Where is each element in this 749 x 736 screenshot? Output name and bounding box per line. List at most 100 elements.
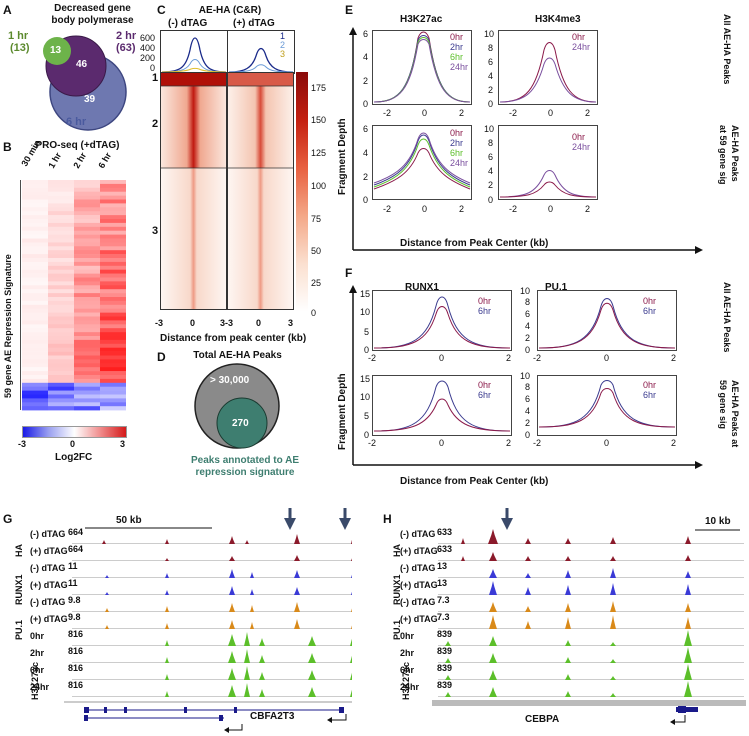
heatmap-cell (74, 258, 100, 263)
panel-c-cb-25: 25 (311, 278, 322, 288)
heatmap-cell (100, 261, 126, 267)
heatmap-cell (74, 219, 100, 224)
heatmap-cell (48, 308, 74, 313)
track-scale-value: 664 (68, 544, 84, 554)
heatmap-cell (48, 312, 74, 317)
heatmap-cell (74, 246, 100, 251)
heatmap-cell (22, 359, 48, 364)
panel-c-cluster-1: 1 (152, 72, 159, 84)
heatmap-cell (100, 246, 126, 251)
heatmap-cell (100, 328, 126, 333)
heatmap-cell (22, 195, 48, 200)
heatmap-cell (74, 273, 100, 278)
heatmap-cell (100, 355, 126, 360)
e-b-y0: 0 (488, 99, 494, 109)
panel-b-ylabel: 59 gene AE Repression Signature (3, 254, 13, 398)
venn-6hr-label: 6 hr (66, 116, 87, 128)
track-scale-value: 7.3 (437, 595, 450, 605)
heatmap-cell (100, 304, 126, 309)
heatmap-cell (48, 406, 74, 411)
heatmap-cell (100, 281, 126, 286)
heatmap-cell (22, 238, 48, 243)
panel-b-cb-min: -3 (18, 439, 27, 449)
heatmap-cell (74, 394, 100, 399)
e-a-leg-2: 2hr (450, 42, 464, 52)
track-signal (438, 681, 744, 697)
heatmap-cell (22, 285, 48, 290)
heatmap-cell (22, 339, 48, 345)
heatmap-cell (74, 195, 100, 200)
heatmap-cell (100, 371, 126, 376)
heatmap-cell (100, 195, 126, 200)
track-signal (72, 619, 352, 629)
track-label: 2hr (30, 648, 45, 658)
heatmap-cell (100, 289, 126, 294)
track-label: (-) dTAG (400, 563, 436, 573)
panel-e-row2-1: AE-HA Peaks (730, 125, 740, 182)
heatmap-cell (100, 180, 126, 185)
heatmap-cell (74, 343, 100, 348)
heatmap-cell (100, 215, 126, 220)
panel-c-cb-125: 125 (311, 148, 327, 158)
heatmap-cell (22, 347, 48, 352)
heatmap-cell (100, 320, 126, 325)
heatmap-cell (22, 324, 48, 329)
f-d-x1: -2 (533, 438, 542, 448)
f-d-y6: 6 (525, 394, 531, 404)
heatmap-cell (22, 219, 48, 224)
e-d-y10: 10 (484, 124, 495, 134)
heatmap-cell (48, 336, 74, 341)
panel-d-inner-count: 270 (232, 418, 249, 429)
heatmap-cell (22, 382, 48, 387)
heatmap-cell (74, 191, 100, 196)
heatmap-cell (22, 281, 48, 286)
f-c-y0: 0 (364, 430, 370, 440)
heatmap-cell (74, 382, 100, 387)
e-a-y6: 6 (363, 29, 369, 39)
track-label: (+) dTAG (30, 614, 68, 624)
panel-c-cluster-2: 2 (152, 118, 159, 130)
heatmap-cell (74, 265, 100, 270)
panel-c-legend-2: 2 (280, 40, 286, 50)
heatmap-cell (48, 285, 74, 290)
heatmap-cell (74, 180, 100, 185)
track-label: (-) dTAG (30, 563, 66, 573)
heatmap-cell (48, 215, 74, 220)
heatmap-cell (74, 199, 100, 204)
track-scale-value: 816 (68, 680, 84, 690)
heatmap-cell (48, 222, 74, 228)
heatmap-cell (22, 265, 48, 270)
f-a-x2: 0 (439, 353, 445, 363)
heatmap-cell (74, 406, 100, 411)
heatmap-cell (22, 246, 48, 251)
panel-e-row1: All AE-HA Peaks (722, 14, 732, 85)
heatmap-cell (74, 238, 100, 243)
heatmap-cell (100, 222, 126, 228)
panel-d-title: Total AE-HA Peaks (193, 350, 282, 361)
heatmap-cell (100, 394, 126, 399)
heatmap-cell (22, 367, 48, 372)
e-d-x3: 2 (585, 204, 591, 214)
heatmap-cell (100, 336, 126, 341)
heatmap-cell (100, 273, 126, 278)
heatmap-cell (48, 242, 74, 247)
panel-e-plot-a (372, 30, 472, 105)
panel-a-title-1: Decreased gene (54, 3, 131, 14)
heatmap-cell (48, 199, 74, 204)
e-a-x2: 0 (422, 108, 428, 118)
panel-g-gene-model (64, 701, 352, 733)
heatmap-cell (100, 211, 126, 216)
panel-a-title-2: body polymerase (51, 15, 134, 26)
f-d-leg-0: 0hr (643, 380, 657, 390)
heatmap-cell (48, 195, 74, 200)
track-scale-value: 839 (437, 646, 453, 656)
panel-g-gene-label: CBFA2T3 (250, 711, 295, 722)
heatmap-cell (100, 316, 126, 321)
heatmap-cell (48, 402, 74, 407)
panel-g-scale: 50 kb (116, 515, 142, 526)
venn-region-1: 13 (50, 45, 62, 56)
panel-b-colorbar (22, 426, 127, 438)
heatmap-cell (48, 367, 74, 372)
track-scale-value: 839 (437, 663, 453, 673)
panel-c-cb-175: 175 (311, 83, 327, 93)
